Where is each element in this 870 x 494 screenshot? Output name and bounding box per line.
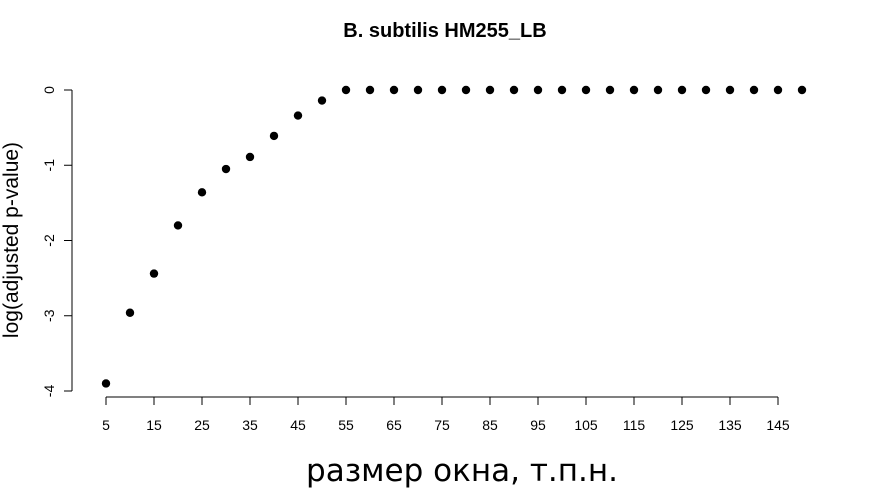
x-tick-label: 145 (766, 417, 790, 433)
data-point (749, 85, 759, 95)
x-tick-label: 45 (290, 417, 306, 433)
data-point (629, 85, 639, 95)
x-axis-label: размер окна, т.п.н. (306, 453, 618, 489)
y-tick-label: -3 (41, 309, 57, 322)
data-point (293, 111, 303, 120)
data-point (269, 131, 279, 141)
y-tick-label: -4 (41, 385, 57, 398)
data-point (725, 85, 735, 95)
chart-title: B. subtilis HM255_LB (343, 20, 546, 42)
data-point (509, 85, 519, 95)
x-tick-label: 15 (146, 417, 162, 433)
data-point (437, 85, 447, 95)
data-point (365, 85, 375, 95)
data-point (461, 85, 471, 95)
data-point (773, 85, 783, 95)
data-point (341, 85, 351, 95)
x-tick-label: 85 (482, 417, 498, 433)
x-tick-label: 135 (718, 417, 742, 433)
data-point (677, 85, 687, 95)
data-point (701, 85, 711, 95)
data-point (605, 85, 615, 95)
data-point (173, 221, 183, 230)
data-point (533, 85, 543, 95)
y-tick-label: -2 (41, 234, 57, 247)
data-point (557, 85, 567, 95)
data-point (197, 188, 207, 197)
y-tick-label: 0 (41, 86, 57, 94)
data-point (485, 85, 495, 95)
x-tick-label: 95 (530, 417, 546, 433)
x-tick-label: 35 (242, 417, 258, 433)
x-tick-label: 5 (102, 417, 110, 433)
data-point (245, 152, 255, 162)
x-tick-label: 105 (574, 417, 598, 433)
data-point (653, 85, 663, 95)
data-point (221, 164, 231, 174)
data-point (125, 308, 135, 317)
data-point (101, 379, 111, 388)
data-point (413, 85, 423, 95)
y-axis: 0 -1 -2 -3 -4 (41, 86, 73, 398)
data-points (101, 85, 807, 388)
x-tick-label: 125 (670, 417, 694, 433)
data-point (581, 85, 591, 95)
x-axis: 5 15 25 35 45 55 65 75 85 95 105 115 125 135 145 (102, 396, 790, 433)
x-tick-label: 55 (338, 417, 354, 433)
data-point (149, 269, 159, 278)
data-point (797, 85, 807, 95)
y-axis-label: log(adjusted p-value) (0, 142, 23, 338)
x-tick-label: 25 (194, 417, 210, 433)
data-point (317, 96, 327, 105)
x-tick-label: 75 (434, 417, 450, 433)
data-point (389, 85, 399, 95)
y-tick-label: -1 (41, 159, 57, 172)
x-tick-label: 115 (623, 417, 646, 433)
x-tick-label: 65 (386, 417, 402, 433)
